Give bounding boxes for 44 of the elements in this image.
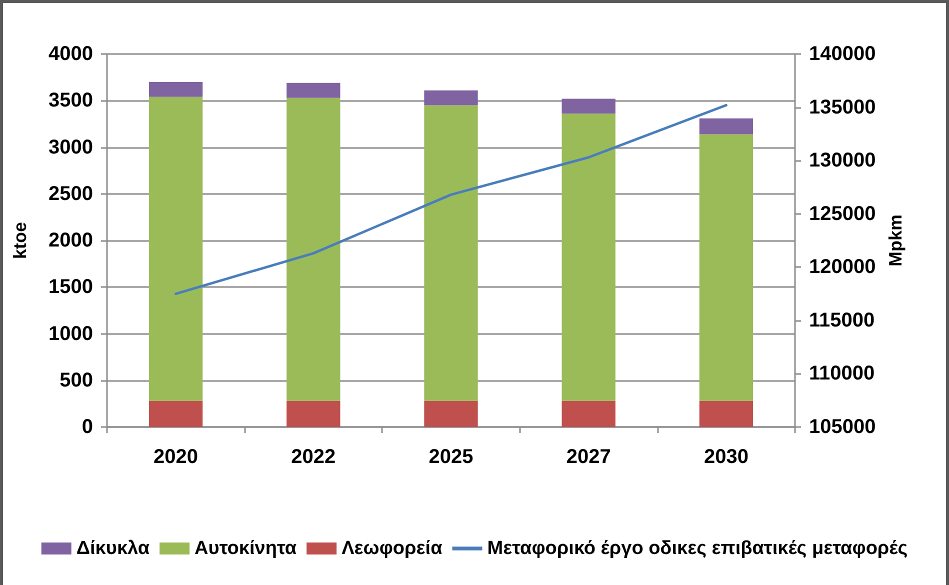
bar [424,90,478,106]
bar [424,105,478,401]
x-tick-label: 2025 [428,446,474,468]
legend-label: Αυτοκίνητα [194,538,297,559]
bar [562,114,616,401]
y2-axis-title: Mpkm [886,214,906,267]
bar [424,400,478,427]
y2-tick-label: 105000 [809,416,876,438]
bar [286,98,340,401]
y2-tick-label: 135000 [809,96,876,118]
x-tick-label: 2030 [704,446,748,468]
bar [699,118,754,134]
x-tick-label: 2020 [154,446,198,468]
y-tick-label: 3500 [48,90,93,112]
line-series [174,104,728,296]
legend-label: Λεωφορεία [342,538,443,559]
bar [286,82,340,98]
legend-label: Δίκυκλα [76,538,150,559]
y-tick-label: 500 [60,369,93,392]
y-axis-title: ktoe [10,222,30,260]
y-tick-label: 1000 [48,322,93,345]
y2-tick-label: 140000 [809,43,876,65]
y2-tick-label: 115000 [809,309,875,332]
y2-tick-label: 120000 [809,256,876,278]
bar [562,400,616,427]
y-tick-label: 3000 [48,136,93,158]
bar [699,134,754,401]
y-tick-label: 0 [82,416,93,438]
x-tick-label: 2022 [291,446,336,468]
y2-tick-label: 110000 [809,362,875,385]
x-tick-label: 2027 [566,446,611,468]
y2-tick-label: 125000 [809,202,876,225]
y-tick-label: 2000 [48,230,93,252]
y2-tick-label: 130000 [809,150,876,172]
y-tick-label: 2500 [48,182,93,205]
bar [699,400,754,427]
y-tick-label: 1500 [48,276,93,298]
bar [148,82,203,97]
legend-label: Μεταφορικό έργο οδικες επιβατικές μεταφορές [487,538,908,559]
bar [562,98,616,114]
bar [286,400,340,427]
bar [148,96,203,401]
y-tick-label: 4000 [48,43,93,65]
bar [148,400,203,427]
